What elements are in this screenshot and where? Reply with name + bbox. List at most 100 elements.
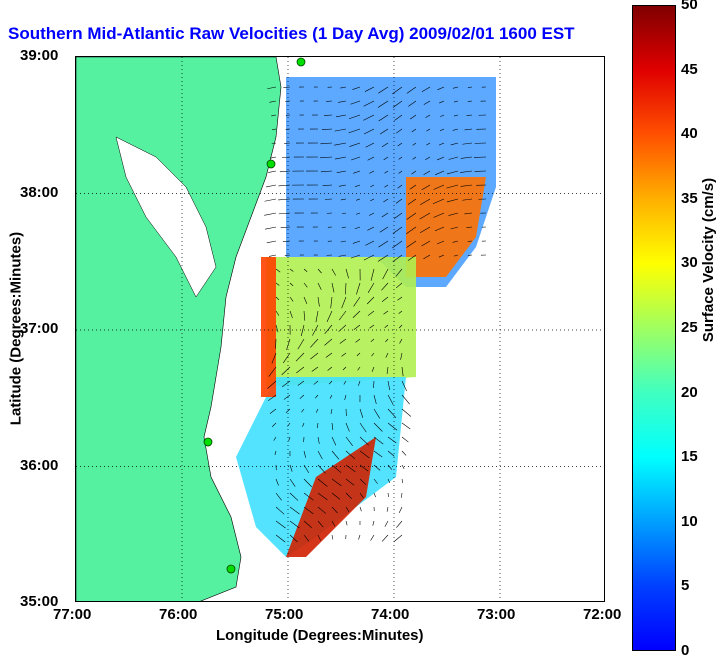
velocity-arrow (407, 198, 417, 205)
velocity-arrow (425, 114, 431, 118)
velocity-arrow (288, 436, 291, 441)
velocity-arrow (331, 534, 334, 540)
velocity-region-2 (266, 257, 416, 387)
velocity-arrow (384, 170, 389, 174)
velocity-arrow (392, 100, 403, 108)
velocity-arrow (356, 352, 361, 357)
velocity-arrow (426, 142, 431, 146)
velocity-arrow (453, 254, 459, 257)
velocity-arrow (289, 268, 294, 272)
velocity-arrow (373, 478, 378, 484)
velocity-arrow (345, 450, 356, 460)
velocity-region-4 (286, 437, 376, 557)
velocity-arrow (320, 142, 333, 145)
velocity-arrow (370, 534, 375, 541)
velocity-arrow (289, 520, 300, 529)
velocity-arrow (281, 380, 291, 388)
velocity-arrow (369, 170, 375, 174)
velocity-arrow (436, 240, 445, 245)
velocity-arrow (351, 156, 361, 161)
velocity-arrow (392, 240, 403, 249)
velocity-arrow (328, 380, 333, 385)
map-plot-area (75, 56, 605, 602)
velocity-arrow (271, 352, 277, 364)
velocity-arrow (381, 212, 389, 218)
velocity-arrow (467, 86, 473, 88)
velocity-arrow (275, 478, 279, 486)
velocity-arrow (387, 436, 397, 444)
velocity-arrow (397, 296, 403, 301)
velocity-arrow (401, 436, 409, 443)
velocity-arrow (421, 184, 431, 191)
velocity-region-3 (236, 377, 406, 557)
velocity-arrow (344, 394, 347, 400)
velocity-arrow (440, 114, 445, 117)
velocity-arrow (387, 422, 398, 431)
x-tick-label: 74:00 (371, 606, 410, 623)
velocity-arrow (317, 296, 320, 307)
velocity-region-1 (406, 177, 486, 277)
map-svg (76, 57, 604, 601)
colorbar (632, 5, 676, 651)
velocity-arrow (340, 240, 347, 243)
bay-water (115, 136, 217, 298)
velocity-arrow (423, 170, 431, 176)
velocity-arrow (275, 520, 286, 529)
velocity-arrow (353, 324, 361, 330)
velocity-arrow (327, 366, 333, 371)
velocity-arrow (283, 86, 291, 88)
velocity-arrow (359, 450, 370, 459)
velocity-arrow (334, 142, 347, 146)
velocity-arrow (387, 408, 397, 419)
colorbar-tick-label: 50 (681, 0, 698, 13)
colorbar-tick-label: 0 (681, 642, 690, 659)
colorbar-tick-label: 5 (681, 577, 690, 595)
velocity-arrow (350, 254, 361, 259)
velocity-arrow (401, 394, 410, 405)
velocity-arrow (331, 422, 334, 430)
colorbar-tick-label: 20 (681, 383, 698, 401)
radar-station-marker (226, 564, 236, 574)
velocity-arrow (446, 198, 459, 203)
velocity-arrow (330, 296, 333, 309)
velocity-arrow (275, 310, 280, 316)
velocity-arrow (289, 310, 293, 319)
velocity-arrow (289, 534, 298, 543)
velocity-arrow (452, 86, 459, 89)
velocity-arrow (315, 394, 319, 399)
velocity-arrow (317, 506, 327, 514)
velocity-arrow (460, 156, 473, 159)
velocity-arrow (340, 198, 347, 201)
velocity-arrow (401, 464, 405, 470)
velocity-arrow (412, 142, 417, 146)
velocity-arrow (299, 394, 305, 399)
velocity-arrow (412, 156, 417, 160)
velocity-arrow (385, 352, 389, 358)
velocity-arrow (373, 436, 384, 445)
velocity-arrow (433, 212, 445, 218)
velocity-arrow (267, 394, 277, 402)
colorbar-tick-label: 40 (681, 125, 698, 143)
velocity-arrow (273, 436, 277, 441)
velocity-arrow (330, 408, 333, 415)
velocity-arrow (421, 240, 431, 247)
velocity-arrow (317, 534, 321, 541)
velocity-arrow (317, 422, 319, 429)
velocity-arrow (399, 324, 403, 329)
velocity-arrow (271, 128, 277, 131)
velocity-arrow (384, 184, 389, 188)
velocity-arrow (324, 338, 333, 346)
velocity-arrow (312, 324, 319, 336)
velocity-arrow (303, 268, 308, 272)
velocity-arrow (341, 296, 347, 309)
velocity-arrow (420, 198, 431, 206)
velocity-arrow (439, 100, 445, 104)
velocity-arrow (460, 184, 473, 187)
velocity-arrow (281, 366, 291, 376)
velocity-arrow (373, 464, 381, 471)
velocity-arrow (341, 352, 347, 357)
velocity-arrow (345, 422, 350, 432)
y-tick-label: 38:00 (20, 183, 59, 201)
velocity-arrow (289, 478, 296, 487)
colorbar-tick-label: 15 (681, 448, 698, 466)
